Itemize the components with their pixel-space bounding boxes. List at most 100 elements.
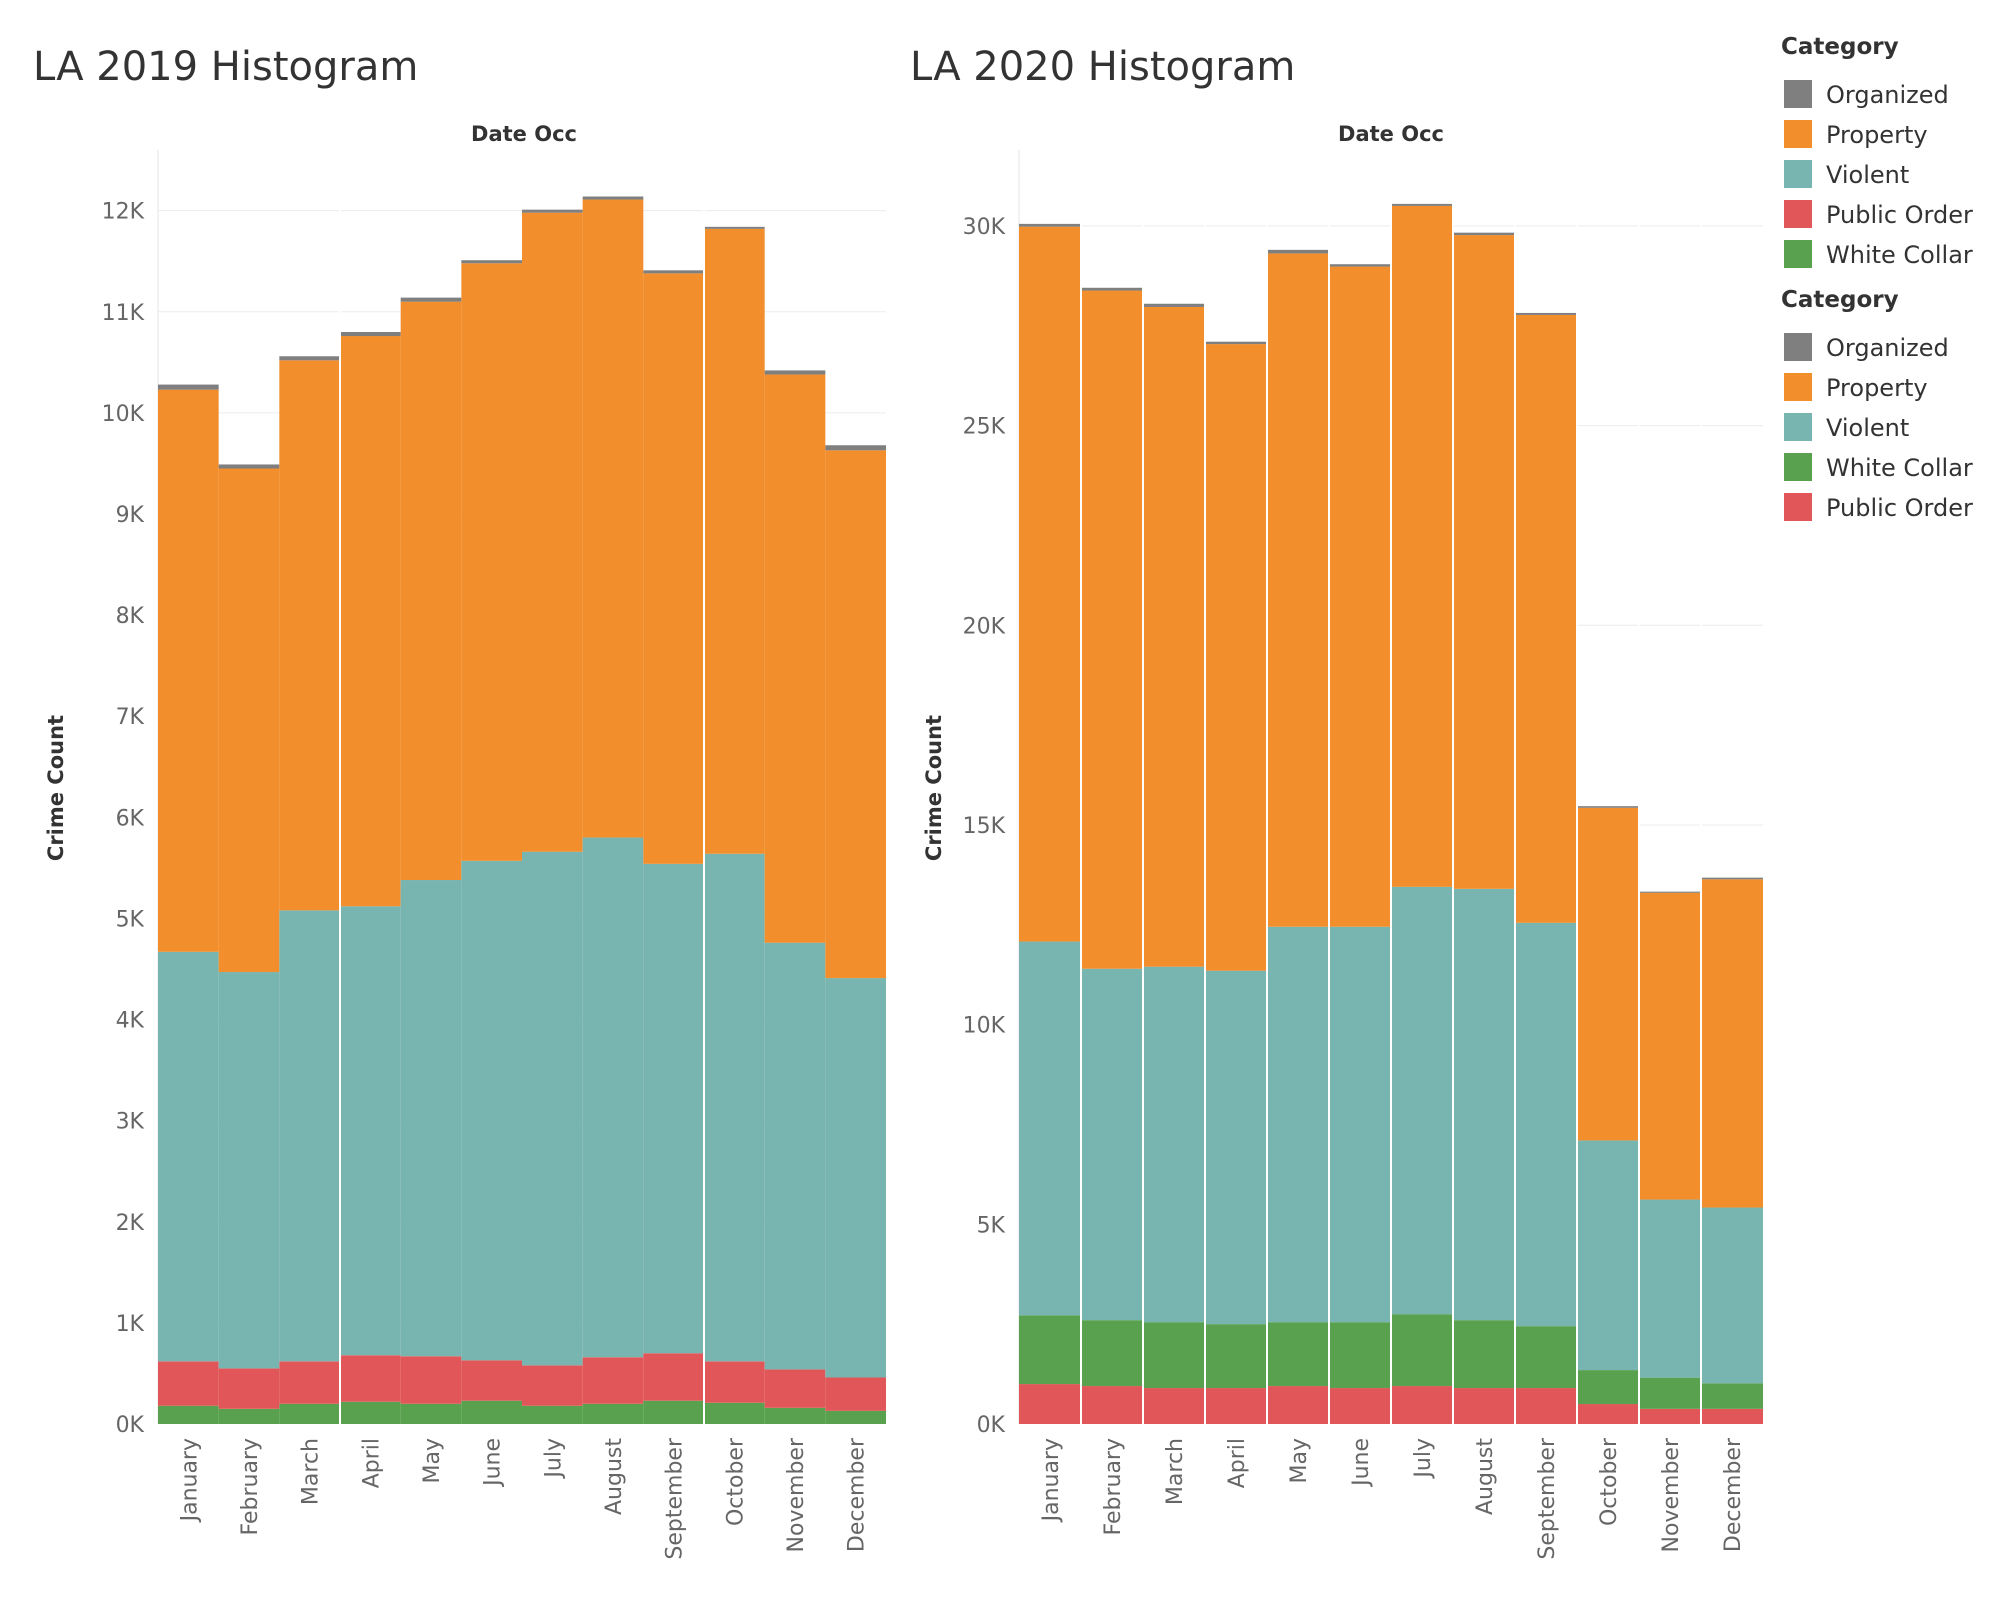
bar-white-collar-june[interactable]: June · White Collar: 1650 (1329, 1322, 1391, 1389)
bar-property-november[interactable]: November · Property: 5620 (764, 374, 826, 943)
bar-white-collar-june[interactable]: June · White Collar: 230 (461, 1400, 522, 1424)
bar-white-collar-october[interactable]: October · White Collar: 210 (704, 1402, 765, 1424)
bar-organized-april[interactable]: April · Organized: 40 (340, 332, 401, 337)
legend-item-property[interactable]: Property (1784, 373, 1928, 402)
bar-property-april[interactable]: April · Property: 15690 (1205, 344, 1267, 971)
bar-violent-february[interactable]: February · Violent: 8800 (1081, 968, 1143, 1321)
bar-property-december[interactable]: December · Property: 8220 (1701, 879, 1763, 1208)
bar-property-august[interactable]: August · Property: 16370 (1453, 235, 1515, 889)
bar-property-november[interactable]: November · Property: 7680 (1639, 892, 1701, 1200)
bar-white-collar-july[interactable]: July · White Collar: 1800 (1391, 1314, 1453, 1387)
bar-property-june[interactable]: June · Property: 5910 (461, 263, 522, 861)
bar-organized-july[interactable]: July · Organized: 50 (1391, 203, 1453, 206)
bar-organized-august[interactable]: August · Organized: 60 (1453, 232, 1515, 236)
bar-organized-july[interactable]: July · Organized: 30 (522, 209, 583, 213)
bar-white-collar-july[interactable]: July · White Collar: 180 (522, 1405, 583, 1424)
bar-public-order-may[interactable]: May · Public Order: 470 (400, 1356, 462, 1404)
bar-white-collar-august[interactable]: August · White Collar: 1700 (1453, 1320, 1515, 1389)
bar-property-june[interactable]: June · Property: 16530 (1329, 266, 1391, 927)
legend-2[interactable]: Category Organized Property Violent White C… (1781, 287, 1973, 522)
bar-public-order-september[interactable]: September · Public Order: 470 (643, 1353, 704, 1401)
bar-white-collar-may[interactable]: May · White Collar: 1600 (1267, 1322, 1329, 1387)
bar-violent-march[interactable]: March · Violent: 8900 (1143, 966, 1205, 1323)
bar-public-order-october[interactable]: October · Public Order: 500 (1577, 1404, 1639, 1424)
bar-organized-august[interactable]: August · Organized: 30 (582, 196, 644, 200)
bar-violent-july[interactable]: July · Violent: 10700 (1391, 886, 1453, 1315)
bar-organized-september[interactable]: September · Organized: 50 (1515, 312, 1577, 315)
legend-item-organized[interactable]: Organized (1784, 333, 1949, 362)
bar-public-order-december[interactable]: December · Public Order: 380 (1701, 1408, 1763, 1424)
bar-property-august[interactable]: August · Property: 6310 (582, 199, 644, 838)
bar-violent-may[interactable]: May · Violent: 4710 (400, 880, 462, 1357)
bar-white-collar-november[interactable]: November · White Collar: 780 (1639, 1377, 1701, 1409)
bar-organized-february[interactable]: February · Organized: 70 (1081, 287, 1143, 291)
bar-public-order-february[interactable]: February · Public Order: 400 (218, 1368, 280, 1409)
bar-violent-april[interactable]: April · Violent: 4440 (340, 906, 401, 1356)
bar-property-february[interactable]: February · Property: 16980 (1081, 290, 1143, 969)
bar-violent-june[interactable]: June · Violent: 9900 (1329, 926, 1391, 1323)
bar-violent-december[interactable]: December · Violent: 3950 (825, 978, 886, 1378)
bar-white-collar-march[interactable]: March · White Collar: 1650 (1143, 1322, 1205, 1389)
bar-white-collar-may[interactable]: May · White Collar: 200 (400, 1403, 462, 1424)
bar-public-order-june[interactable]: June · Public Order: 900 (1329, 1388, 1391, 1424)
bar-property-may[interactable]: May · Property: 5720 (400, 301, 462, 881)
bar-white-collar-january[interactable]: January · White Collar: 1720 (1019, 1315, 1081, 1385)
bar-property-march[interactable]: March · Property: 5440 (279, 360, 340, 911)
bar-violent-july[interactable]: July · Violent: 5080 (522, 851, 583, 1366)
bar-violent-january[interactable]: January · Violent: 4050 (158, 951, 219, 1362)
bar-property-july[interactable]: July · Property: 6320 (522, 212, 583, 852)
bar-public-order-july[interactable]: July · Public Order: 400 (522, 1365, 583, 1406)
legend-item-white-collar[interactable]: White Collar (1784, 453, 1973, 482)
bar-violent-august[interactable]: August · Violent: 10800 (1453, 888, 1515, 1321)
bar-property-july[interactable]: July · Property: 17050 (1391, 205, 1453, 887)
bar-organized-february[interactable]: February · Organized: 40 (218, 464, 280, 469)
bar-organized-november[interactable]: November · Organized: 30 (1639, 891, 1701, 893)
legend-item-white-collar[interactable]: White Collar (1784, 240, 1973, 269)
legend-item-public-order[interactable]: Public Order (1784, 493, 1973, 522)
bar-white-collar-april[interactable]: April · White Collar: 1600 (1205, 1324, 1267, 1389)
bar-violent-may[interactable]: May · Violent: 9900 (1267, 926, 1329, 1323)
bar-organized-march[interactable]: March · Organized: 80 (1143, 303, 1205, 307)
bar-public-order-april[interactable]: April · Public Order: 460 (340, 1355, 401, 1402)
bar-public-order-january[interactable]: January · Public Order: 440 (158, 1361, 219, 1406)
bar-white-collar-august[interactable]: August · White Collar: 200 (582, 1403, 644, 1424)
bar-organized-september[interactable]: September · Organized: 30 (643, 270, 704, 274)
bar-violent-october[interactable]: October · Violent: 5750 (1577, 1140, 1639, 1371)
legend-item-violent[interactable]: Violent (1784, 413, 1909, 442)
bar-violent-november[interactable]: November · Violent: 4220 (764, 942, 826, 1370)
bar-violent-february[interactable]: February · Violent: 3920 (218, 972, 280, 1369)
bar-public-order-october[interactable]: October · Public Order: 410 (704, 1361, 765, 1403)
bar-property-december[interactable]: December · Property: 5220 (825, 450, 886, 979)
bar-public-order-december[interactable]: December · Public Order: 330 (825, 1377, 886, 1411)
bar-property-february[interactable]: February · Property: 4980 (218, 468, 280, 973)
bar-public-order-august[interactable]: August · Public Order: 900 (1453, 1388, 1515, 1424)
bar-white-collar-september[interactable]: September · White Collar: 1550 (1515, 1326, 1577, 1389)
bar-public-order-november[interactable]: November · Public Order: 380 (1639, 1408, 1701, 1424)
bar-violent-september[interactable]: September · Violent: 4840 (643, 863, 704, 1354)
bar-violent-june[interactable]: June · Violent: 4940 (461, 860, 522, 1361)
bar-public-order-july[interactable]: July · Public Order: 950 (1391, 1386, 1453, 1424)
bar-property-october[interactable]: October · Property: 6180 (704, 228, 765, 854)
bar-organized-may[interactable]: May · Organized: 40 (400, 297, 462, 302)
bar-organized-november[interactable]: November · Organized: 40 (764, 370, 826, 375)
bar-white-collar-january[interactable]: January · White Collar: 180 (158, 1405, 219, 1424)
bar-organized-june[interactable]: June · Organized: 60 (1329, 264, 1391, 267)
bar-white-collar-april[interactable]: April · White Collar: 220 (340, 1401, 401, 1424)
bar-public-order-june[interactable]: June · Public Order: 400 (461, 1360, 522, 1401)
bar-violent-march[interactable]: March · Violent: 4460 (279, 910, 340, 1362)
bar-organized-march[interactable]: March · Organized: 40 (279, 356, 340, 361)
bar-property-october[interactable]: October · Property: 8330 (1577, 807, 1639, 1141)
bar-violent-april[interactable]: April · Violent: 8850 (1205, 970, 1267, 1325)
bar-white-collar-december[interactable]: December · White Collar: 640 (1701, 1383, 1763, 1409)
bar-public-order-september[interactable]: September · Public Order: 900 (1515, 1388, 1577, 1424)
bar-organized-december[interactable]: December · Organized: 40 (1701, 877, 1763, 880)
legend-item-organized[interactable]: Organized (1784, 80, 1949, 109)
bar-organized-may[interactable]: May · Organized: 90 (1267, 249, 1329, 254)
bar-property-january[interactable]: January · Property: 17900 (1019, 226, 1081, 942)
bar-organized-october[interactable]: October · Organized: 20 (704, 226, 765, 229)
bar-public-order-january[interactable]: January · Public Order: 1000 (1019, 1384, 1081, 1424)
bar-property-march[interactable]: March · Property: 16520 (1143, 306, 1205, 967)
bar-public-order-april[interactable]: April · Public Order: 900 (1205, 1388, 1267, 1424)
bar-property-september[interactable]: September · Property: 5840 (643, 273, 704, 864)
legend-item-public-order[interactable]: Public Order (1784, 200, 1973, 229)
